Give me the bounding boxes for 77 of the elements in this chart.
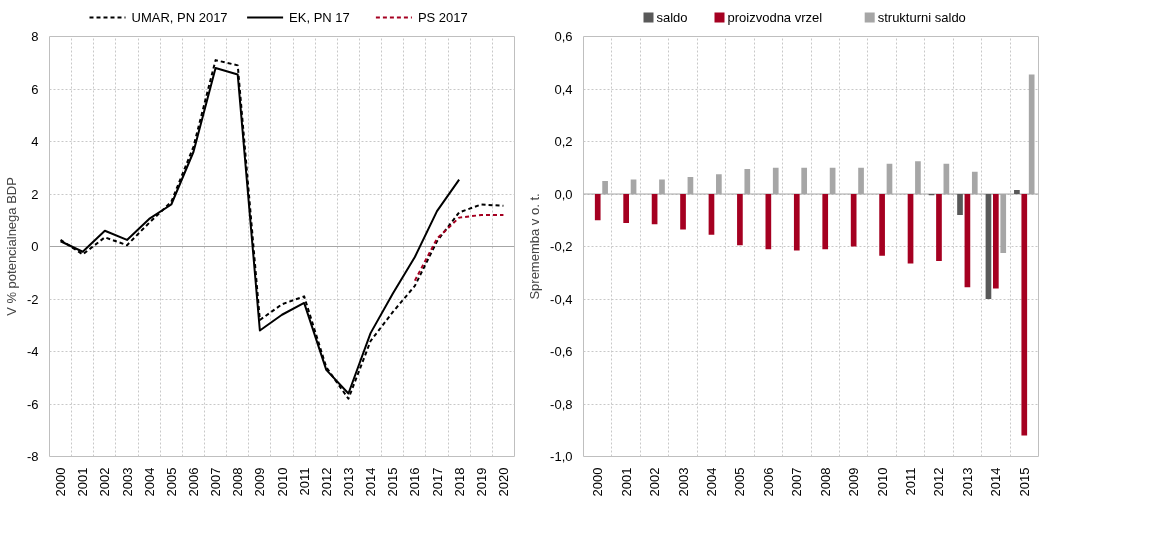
bar bbox=[850, 194, 857, 247]
bar bbox=[680, 194, 686, 230]
y-axis-title: Sprememba v o. t. bbox=[527, 193, 543, 300]
legend-label: strukturni saldo bbox=[877, 10, 966, 25]
y-tick-label: 0,0 bbox=[554, 186, 573, 202]
x-tick-label: 2008 bbox=[817, 467, 833, 497]
x-tick-label: 2009 bbox=[846, 467, 862, 497]
y-tick-label: 8 bbox=[31, 29, 39, 44]
y-tick-label: 4 bbox=[31, 134, 39, 149]
x-tick-label: 2015 bbox=[1016, 467, 1032, 497]
x-tick-label: 2004 bbox=[141, 467, 157, 497]
y-tick-label: -0,8 bbox=[550, 396, 573, 412]
legend-label: EK, PN 17 bbox=[289, 10, 350, 25]
y-tick-label: -0,2 bbox=[550, 239, 573, 254]
y-tick-label: -0,6 bbox=[550, 344, 573, 359]
y-tick-label: 2 bbox=[31, 186, 39, 202]
x-tick-label: 2013 bbox=[959, 467, 975, 497]
legend-label: UMAR, PN 2017 bbox=[131, 10, 228, 25]
x-tick-label: 2014 bbox=[363, 467, 379, 497]
x-tick-label: 2006 bbox=[185, 467, 201, 497]
legend-label: saldo bbox=[656, 10, 688, 25]
x-tick-label: 2000 bbox=[53, 467, 69, 497]
x-tick-label: 2002 bbox=[647, 467, 663, 497]
y-tick-label: 0 bbox=[31, 239, 39, 254]
y-tick-label: -2 bbox=[26, 291, 39, 307]
bar bbox=[822, 194, 829, 250]
bar bbox=[879, 194, 885, 256]
y-axis-title: V % potencialnega BDP bbox=[3, 177, 19, 316]
x-tick-label: 2007 bbox=[208, 467, 224, 497]
x-tick-label: 2019 bbox=[473, 467, 489, 497]
x-tick-label: 2005 bbox=[163, 467, 179, 497]
y-tick-label: -8 bbox=[26, 449, 39, 464]
bar bbox=[1014, 190, 1020, 194]
y-tick-label: -4 bbox=[26, 344, 39, 359]
x-tick-label: 2014 bbox=[988, 467, 1004, 497]
x-tick-label: 2013 bbox=[340, 467, 356, 497]
legend-label: PS 2017 bbox=[417, 10, 468, 25]
bar bbox=[594, 194, 601, 221]
x-tick-label: 2012 bbox=[318, 467, 334, 497]
x-tick-label: 2005 bbox=[732, 467, 748, 497]
x-tick-label: 2006 bbox=[760, 467, 776, 497]
x-tick-label: 2002 bbox=[97, 467, 113, 497]
y-tick-label: 0,6 bbox=[554, 29, 573, 44]
x-tick-label: 2001 bbox=[618, 467, 634, 497]
y-tick-label: -6 bbox=[26, 396, 39, 412]
legend-label: proizvodna vrzel bbox=[727, 10, 823, 25]
x-tick-label: 2016 bbox=[407, 467, 423, 497]
x-tick-label: 2012 bbox=[931, 467, 947, 497]
y-tick-label: -0,4 bbox=[550, 291, 573, 307]
x-tick-label: 2020 bbox=[495, 467, 511, 497]
bar bbox=[957, 194, 963, 215]
x-tick-label: 2009 bbox=[252, 467, 268, 497]
x-tick-label: 2003 bbox=[119, 467, 135, 497]
x-tick-label: 2011 bbox=[296, 467, 312, 496]
x-tick-label: 2003 bbox=[675, 467, 691, 497]
bar bbox=[993, 194, 999, 289]
x-tick-label: 2011 bbox=[903, 467, 919, 496]
y-tick-label: -1,0 bbox=[550, 449, 573, 464]
line-series bbox=[413, 214, 505, 282]
bar bbox=[623, 194, 629, 223]
x-tick-label: 2000 bbox=[590, 467, 606, 497]
x-tick-label: 2008 bbox=[230, 467, 246, 497]
x-tick-label: 2017 bbox=[429, 467, 445, 497]
bar bbox=[1021, 194, 1028, 436]
x-tick-label: 2015 bbox=[385, 467, 401, 497]
x-tick-label: 2007 bbox=[789, 467, 805, 497]
x-tick-label: 2010 bbox=[274, 467, 290, 497]
bar bbox=[936, 194, 942, 261]
bar bbox=[737, 194, 743, 246]
y-tick-label: 0,4 bbox=[554, 81, 573, 97]
x-tick-label: 2018 bbox=[451, 467, 467, 497]
y-tick-label: 6 bbox=[31, 81, 39, 97]
x-tick-label: 2001 bbox=[75, 467, 91, 497]
x-tick-label: 2004 bbox=[703, 467, 719, 497]
y-tick-label: 0,2 bbox=[554, 134, 573, 149]
bar bbox=[793, 194, 800, 251]
x-tick-label: 2010 bbox=[874, 467, 890, 497]
